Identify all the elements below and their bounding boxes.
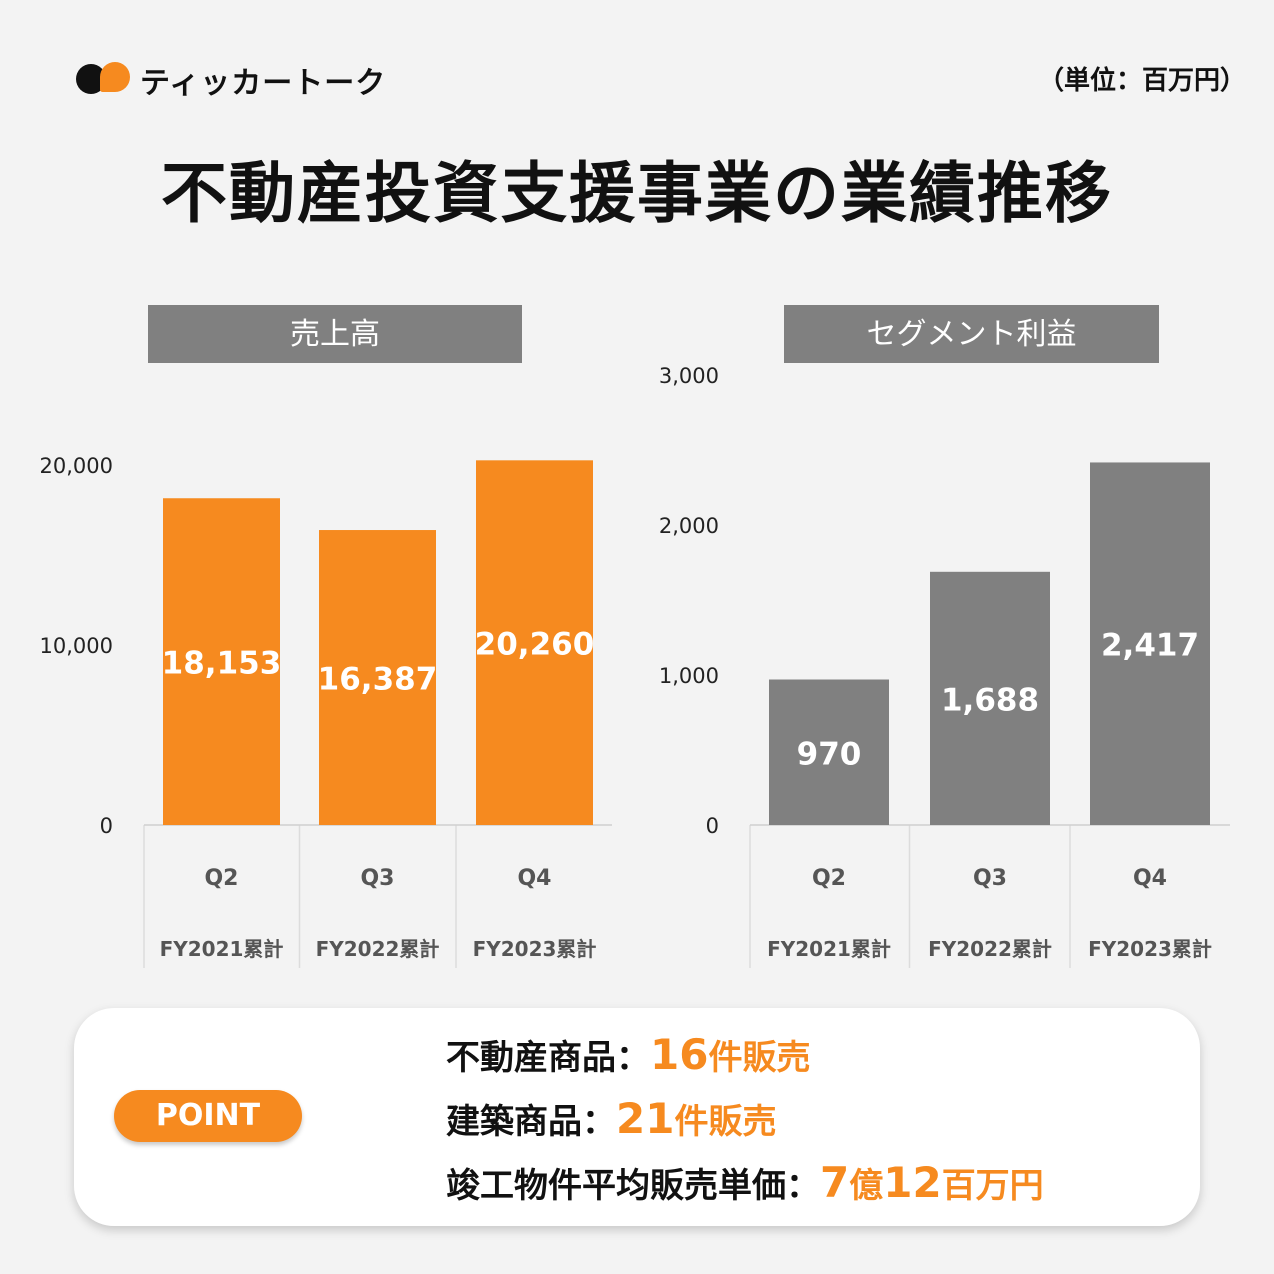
y-tick-label: 1,000 <box>659 664 719 688</box>
chart-header-box <box>784 305 1159 363</box>
x-sub-label: FY2023累計 <box>1088 937 1212 961</box>
x-sub-label: FY2021累計 <box>160 937 284 961</box>
point-badge: POINT <box>114 1090 302 1142</box>
y-tick-label: 3,000 <box>659 364 719 388</box>
point-item-average-price: 竣工物件平均販売単価：7億12百万円 <box>446 1158 1044 1207</box>
bar <box>163 498 280 825</box>
point-item-number-2: 12 <box>883 1158 942 1207</box>
bar <box>930 571 1050 825</box>
point-item-label: 建築商品： <box>446 1102 616 1142</box>
y-tick-label: 20,000 <box>40 454 113 478</box>
page-title: 不動産投資支援事業の業績推移 <box>161 155 1113 232</box>
unit-label: （単位：百万円） <box>1037 66 1246 96</box>
point-item-number: 16 <box>650 1030 709 1079</box>
speech-bubble-logo-icon <box>76 60 134 100</box>
y-tick-label: 0 <box>100 814 113 838</box>
bar <box>1090 462 1210 825</box>
point-item-suffix-2: 百万円 <box>941 1166 1044 1206</box>
bar-value-label: 1,688 <box>941 682 1039 718</box>
x-tick-label: Q2 <box>204 866 238 891</box>
point-item-real-estate: 不動産商品：16件販売 <box>446 1030 810 1079</box>
point-item-label: 不動産商品： <box>446 1038 650 1078</box>
point-card: POINT 不動産商品：16件販売 建築商品：21件販売 竣工物件平均販売単価：… <box>74 1008 1200 1226</box>
y-tick-label: 10,000 <box>40 634 113 658</box>
y-tick-label: 2,000 <box>659 514 719 538</box>
point-item-number: 7 <box>820 1158 850 1207</box>
x-sub-label: FY2022累計 <box>928 937 1052 961</box>
chart-title: セグメント利益 <box>867 317 1077 352</box>
x-tick-label: Q2 <box>812 866 846 891</box>
x-tick-label: Q3 <box>973 866 1007 891</box>
y-tick-label: 0 <box>706 814 719 838</box>
chart-title: 売上高 <box>290 317 380 352</box>
x-tick-label: Q4 <box>1133 866 1167 891</box>
bar-value-label: 18,153 <box>162 646 282 682</box>
point-item-suffix: 億 <box>849 1166 884 1206</box>
brand-name: ティッカートーク <box>140 66 387 101</box>
bar <box>476 460 593 825</box>
x-tick-label: Q4 <box>517 866 551 891</box>
point-item-suffix: 件販売 <box>708 1038 811 1078</box>
point-item-number: 21 <box>616 1094 675 1143</box>
point-item-construction: 建築商品：21件販売 <box>446 1094 776 1143</box>
bar-value-label: 16,387 <box>318 662 438 698</box>
chart-header-box <box>148 305 522 363</box>
x-sub-label: FY2021累計 <box>767 937 891 961</box>
point-item-label: 竣工物件平均販売単価： <box>446 1166 820 1206</box>
x-tick-label: Q3 <box>360 866 394 891</box>
x-sub-label: FY2023累計 <box>473 937 597 961</box>
x-sub-label: FY2022累計 <box>316 937 440 961</box>
bar-value-label: 970 <box>797 736 862 772</box>
brand-logo: ティッカートーク <box>76 58 386 102</box>
bar-value-label: 20,260 <box>475 627 595 663</box>
point-item-suffix: 件販売 <box>674 1102 777 1142</box>
bar <box>319 530 436 825</box>
bar-value-label: 2,417 <box>1101 628 1199 664</box>
bar <box>769 679 889 825</box>
